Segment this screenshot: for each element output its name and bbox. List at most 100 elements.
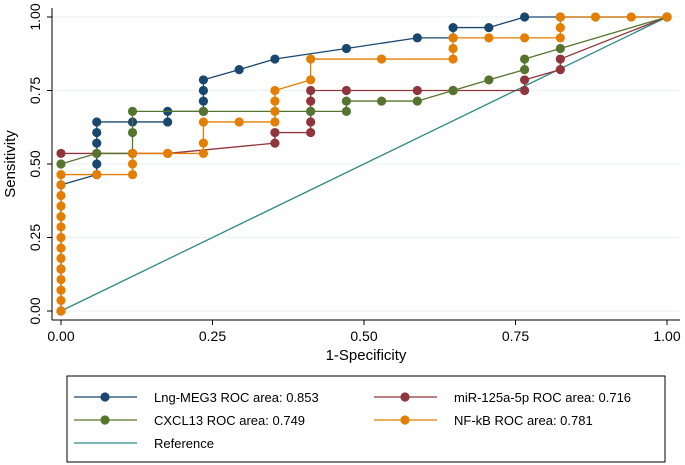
series-2-point-1 bbox=[92, 148, 102, 159]
series-3-point-33 bbox=[484, 33, 494, 43]
x-ticks: 0.00 0.25 0.50 0.75 1.00 bbox=[47, 320, 681, 344]
series-3-point-2 bbox=[56, 285, 66, 295]
series-2-point-11 bbox=[448, 85, 458, 96]
series-3-point-39 bbox=[626, 12, 636, 22]
series-3-point-22 bbox=[234, 117, 244, 127]
reference-line-layer bbox=[60, 16, 668, 312]
series-3-point-12 bbox=[56, 180, 66, 190]
series-0-point-21 bbox=[484, 22, 494, 33]
series-2-point-9 bbox=[376, 96, 387, 106]
series-3-point-20 bbox=[198, 138, 209, 148]
series-1-point-15 bbox=[519, 75, 530, 85]
legend-key-marker-2 bbox=[100, 415, 110, 425]
series-3-point-38 bbox=[590, 12, 601, 22]
legend-label-0: Lng-MEG3 ROC area: 0.853 bbox=[154, 390, 319, 405]
x-tick-label-0: 0.00 bbox=[47, 328, 74, 344]
series-3-point-27 bbox=[306, 75, 316, 85]
series-3-point-0 bbox=[56, 306, 66, 316]
series-0-point-14 bbox=[198, 75, 209, 85]
series-1-point-10 bbox=[306, 85, 316, 96]
series-1-point-5 bbox=[270, 127, 280, 138]
y-tick-label-0: 0.00 bbox=[27, 297, 43, 324]
series-3-point-19 bbox=[198, 148, 209, 159]
series-3-point-10 bbox=[56, 201, 66, 211]
series-2-point-5 bbox=[198, 106, 209, 116]
series-3-point-28 bbox=[306, 54, 316, 64]
legend-label-2: CXCL13 ROC area: 0.749 bbox=[154, 413, 305, 428]
series-0-point-4 bbox=[92, 159, 102, 169]
series-3-point-14 bbox=[92, 169, 102, 180]
y-tick-label-3: 0.75 bbox=[27, 77, 43, 104]
legend-label-4: Reference bbox=[154, 436, 214, 451]
series-3 bbox=[56, 12, 672, 316]
y-tick-label-2: 0.50 bbox=[27, 150, 43, 177]
series-0-point-16 bbox=[270, 54, 280, 64]
series-0-point-18 bbox=[412, 33, 422, 43]
series-2-point-3 bbox=[127, 127, 138, 138]
x-tick-label-4: 1.00 bbox=[653, 328, 680, 344]
series-2-point-7 bbox=[341, 106, 352, 116]
series-3-point-8 bbox=[56, 222, 66, 232]
series-2-point-6 bbox=[306, 106, 316, 116]
series-2-point-0 bbox=[56, 159, 66, 169]
series-3-point-13 bbox=[56, 169, 66, 180]
x-tick-label-2: 0.50 bbox=[350, 328, 377, 344]
series-2-point-13 bbox=[519, 65, 530, 75]
series-3-point-9 bbox=[56, 212, 66, 222]
series-1-point-9 bbox=[306, 96, 316, 106]
series-3-point-26 bbox=[270, 85, 280, 96]
reference-line bbox=[60, 16, 668, 312]
series-3-point-21 bbox=[198, 117, 209, 127]
x-axis-title: 1-Specificity bbox=[326, 347, 407, 364]
legend-key-marker-0 bbox=[100, 392, 110, 402]
series-1-point-17 bbox=[555, 54, 565, 64]
series-2-point-8 bbox=[341, 96, 352, 106]
series-0-point-5 bbox=[92, 138, 102, 148]
series-3-point-6 bbox=[56, 243, 66, 253]
series-3-point-40 bbox=[662, 12, 672, 22]
series-0-point-13 bbox=[198, 85, 209, 96]
legend: Lng-MEG3 ROC area: 0.853 miR-125a-5p ROC … bbox=[66, 375, 666, 463]
series-1-point-12 bbox=[412, 85, 422, 96]
series-1-point-14 bbox=[519, 85, 530, 96]
series-3-point-34 bbox=[519, 33, 530, 43]
series-1-point-4 bbox=[270, 138, 280, 148]
series-3-point-29 bbox=[376, 54, 387, 64]
series-0-point-7 bbox=[92, 117, 102, 127]
series-3-point-3 bbox=[56, 274, 66, 285]
legend-label-1: miR-125a-5p ROC area: 0.716 bbox=[454, 390, 631, 405]
series-3-point-11 bbox=[56, 190, 66, 201]
series-3-point-36 bbox=[555, 22, 565, 33]
series-3-point-5 bbox=[56, 253, 66, 263]
legend-key-marker-1 bbox=[400, 392, 410, 402]
y-ticks: 0.00 0.25 0.50 0.75 1.00 bbox=[27, 3, 52, 325]
series-0-point-22 bbox=[519, 12, 530, 22]
y-tick-label-1: 0.25 bbox=[27, 224, 43, 251]
series-3-point-35 bbox=[555, 33, 565, 43]
series-0-point-17 bbox=[341, 43, 352, 54]
series-3-point-4 bbox=[56, 264, 66, 274]
series-3-point-25 bbox=[270, 96, 280, 106]
series-3-point-16 bbox=[127, 159, 138, 169]
series-3-point-32 bbox=[448, 33, 458, 43]
legend-box bbox=[66, 375, 666, 463]
series-3-point-31 bbox=[448, 43, 458, 54]
series-0-point-12 bbox=[198, 96, 209, 106]
series-2-point-4 bbox=[127, 106, 138, 116]
series-3-point-1 bbox=[56, 295, 66, 306]
series-1-point-7 bbox=[306, 117, 316, 127]
y-tick-label-4: 1.00 bbox=[27, 3, 43, 30]
series-0-point-9 bbox=[163, 117, 173, 127]
legend-key-marker-3 bbox=[400, 415, 410, 425]
series-1-point-6 bbox=[306, 127, 316, 138]
series-1-point-16 bbox=[555, 65, 565, 75]
series-0-point-6 bbox=[92, 127, 102, 138]
series-3-point-23 bbox=[270, 117, 280, 127]
series-3-point-24 bbox=[270, 106, 280, 116]
series-3-point-37 bbox=[555, 12, 565, 22]
series-1-point-0 bbox=[56, 148, 66, 159]
series-3-point-30 bbox=[448, 54, 458, 64]
y-axis-title: Sensitivity bbox=[2, 130, 19, 198]
series-0-point-15 bbox=[234, 65, 244, 75]
